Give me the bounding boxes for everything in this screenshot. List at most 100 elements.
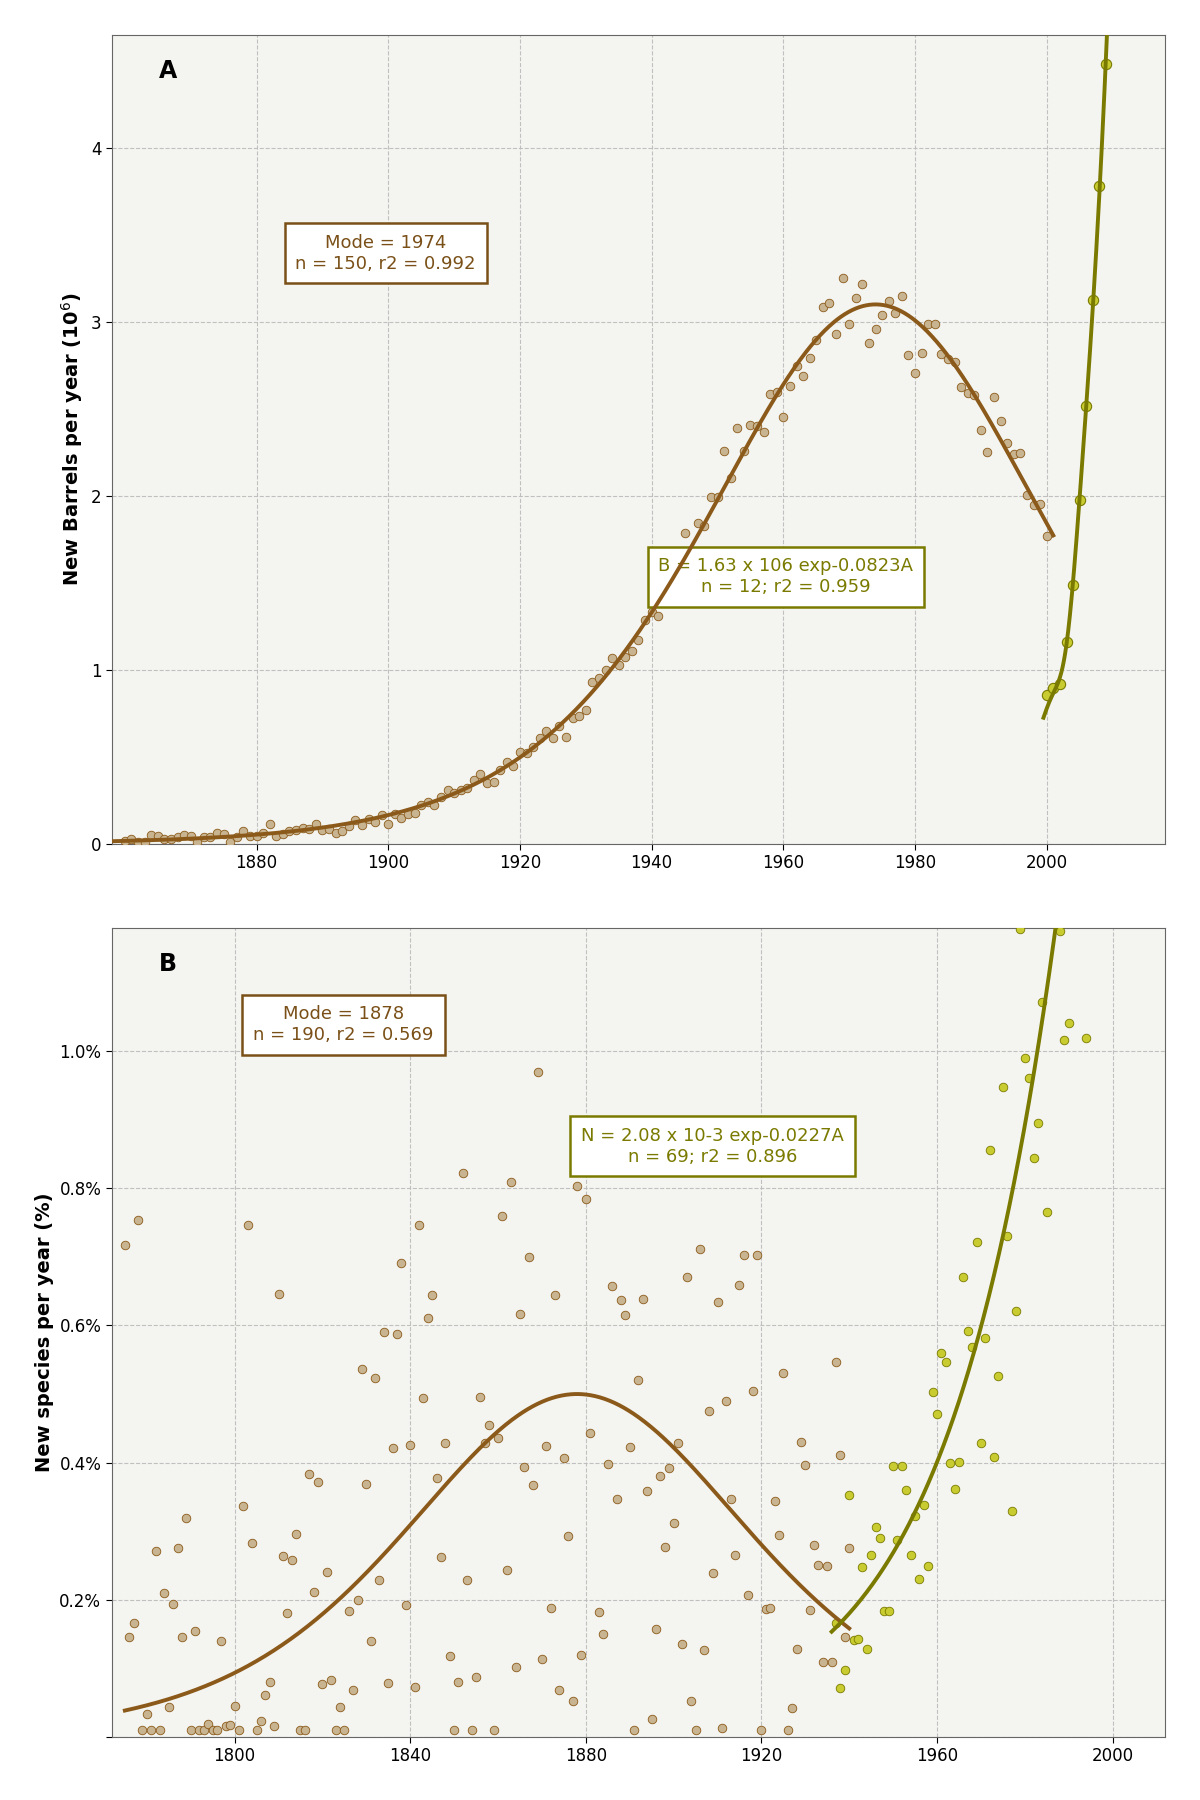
Point bbox=[923, 1377, 942, 1406]
Point bbox=[928, 1400, 947, 1429]
Point bbox=[820, 288, 839, 317]
Point bbox=[282, 1544, 301, 1573]
Point bbox=[642, 598, 661, 626]
Point bbox=[216, 1712, 235, 1741]
Point bbox=[398, 799, 418, 828]
Point bbox=[623, 637, 642, 666]
Point bbox=[1042, 563, 1061, 592]
Point bbox=[787, 351, 806, 380]
Point bbox=[833, 263, 852, 292]
Point bbox=[385, 799, 404, 828]
Point bbox=[502, 1168, 521, 1197]
Point bbox=[835, 1656, 854, 1685]
Point bbox=[822, 1647, 841, 1676]
Point bbox=[740, 410, 760, 439]
Point bbox=[620, 1433, 640, 1462]
Point bbox=[379, 810, 398, 839]
Point bbox=[392, 1249, 412, 1278]
Point bbox=[568, 1172, 587, 1201]
Point bbox=[401, 1431, 420, 1460]
Point bbox=[1076, 1024, 1096, 1053]
Point bbox=[739, 1580, 758, 1609]
Point bbox=[142, 1715, 161, 1744]
Point bbox=[120, 1622, 139, 1651]
Point bbox=[602, 644, 622, 673]
Point bbox=[991, 407, 1010, 436]
Point bbox=[124, 1607, 143, 1636]
Point bbox=[862, 1541, 881, 1570]
Point bbox=[611, 1285, 630, 1314]
Point bbox=[616, 1300, 635, 1328]
Point bbox=[247, 1715, 266, 1744]
Point bbox=[353, 1355, 372, 1384]
Point bbox=[168, 1534, 187, 1562]
Point bbox=[128, 1206, 148, 1235]
Point bbox=[418, 1303, 437, 1332]
Point bbox=[1031, 490, 1050, 518]
Point bbox=[901, 1541, 920, 1570]
Point bbox=[817, 1552, 836, 1580]
Point bbox=[379, 1669, 398, 1697]
Point bbox=[444, 779, 463, 808]
Point bbox=[1124, 113, 1144, 142]
Point bbox=[800, 344, 820, 373]
Point bbox=[875, 1597, 894, 1625]
Point bbox=[497, 1555, 516, 1584]
Point bbox=[756, 1595, 775, 1624]
Point bbox=[793, 362, 812, 391]
Point bbox=[809, 1552, 828, 1580]
Point bbox=[1010, 914, 1030, 943]
Point bbox=[893, 1451, 912, 1480]
Point bbox=[392, 803, 412, 832]
Point bbox=[484, 769, 503, 797]
Point bbox=[1103, 112, 1122, 140]
Text: B: B bbox=[160, 952, 178, 976]
Point bbox=[488, 1424, 508, 1453]
Point bbox=[677, 1262, 696, 1291]
Point bbox=[550, 1676, 569, 1705]
Point bbox=[714, 437, 733, 466]
Point bbox=[396, 1591, 415, 1620]
Point bbox=[642, 1705, 661, 1733]
Point bbox=[655, 567, 674, 596]
Point bbox=[160, 1694, 179, 1723]
Point bbox=[994, 1073, 1013, 1102]
Point bbox=[1111, 207, 1130, 236]
Point bbox=[589, 662, 608, 691]
Point bbox=[457, 774, 476, 803]
Point bbox=[1037, 522, 1056, 551]
Point bbox=[634, 1285, 653, 1314]
Point bbox=[844, 1625, 863, 1654]
Point bbox=[190, 1715, 209, 1744]
Point bbox=[1010, 439, 1030, 468]
Point bbox=[1015, 1044, 1034, 1073]
Point bbox=[199, 1710, 218, 1739]
Point bbox=[1037, 1199, 1056, 1228]
Point bbox=[256, 1681, 275, 1710]
Point bbox=[1033, 988, 1052, 1017]
Point bbox=[637, 1478, 656, 1507]
Point bbox=[523, 1471, 542, 1499]
Point bbox=[1046, 810, 1066, 839]
Point bbox=[317, 1557, 336, 1586]
Point bbox=[457, 1566, 476, 1595]
Point bbox=[194, 823, 214, 851]
Point bbox=[700, 1397, 719, 1426]
Point bbox=[931, 1339, 950, 1368]
Point bbox=[150, 1715, 169, 1744]
Point bbox=[414, 1382, 433, 1411]
Point bbox=[1060, 1008, 1079, 1037]
Point bbox=[830, 1440, 850, 1469]
Point bbox=[1004, 439, 1024, 468]
Point bbox=[242, 1528, 262, 1557]
Point bbox=[528, 1058, 547, 1087]
Text: Mode = 1974
n = 150, r2 = 0.992: Mode = 1974 n = 150, r2 = 0.992 bbox=[295, 234, 476, 272]
Point bbox=[1044, 673, 1063, 702]
Point bbox=[896, 1476, 916, 1505]
Point bbox=[332, 817, 352, 846]
Point bbox=[598, 1449, 617, 1478]
Point bbox=[840, 1481, 859, 1510]
Point bbox=[971, 1429, 990, 1458]
Point bbox=[346, 806, 365, 835]
Point bbox=[944, 347, 964, 376]
